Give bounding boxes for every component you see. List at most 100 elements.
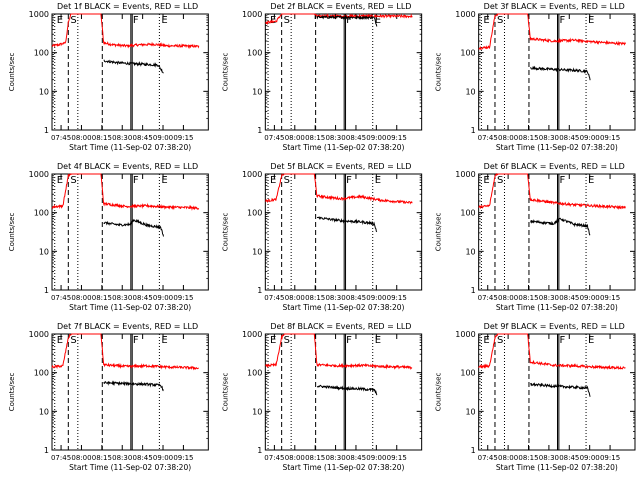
series-lld-line — [51, 13, 200, 49]
marker-label: F — [133, 15, 139, 26]
marker-label: F — [346, 175, 352, 186]
x-tick-label: 08:30 — [539, 294, 559, 302]
x-axis-label: Start Time (11-Sep-02 07:38:20) — [282, 463, 404, 472]
x-tick-label: 08:15 — [518, 454, 538, 462]
series-events-line — [530, 217, 591, 236]
y-axis-label: Counts/sec — [435, 213, 443, 252]
x-tick-label: 09:15 — [387, 294, 407, 302]
x-tick-label: 09:00 — [153, 134, 173, 142]
chart-panel-4: Det 4f BLACK = Events, RED = LLD 1 10 100 10… — [8, 162, 209, 312]
x-tick-label: 08:15 — [305, 134, 325, 142]
y-axis-label: Counts/sec — [435, 53, 443, 92]
marker-label: F — [133, 175, 139, 186]
y-tick-label: 100 — [34, 369, 49, 378]
series-lld-line — [51, 333, 199, 371]
marker-label: E — [57, 175, 63, 186]
marker-label: E — [483, 175, 489, 186]
series-lld-line — [478, 172, 626, 211]
chart-panel-7: Det 7f BLACK = Events, RED = LLD 1 10 100 10… — [8, 322, 209, 472]
marker-label: S — [284, 175, 290, 186]
x-tick-label: 08:45 — [559, 454, 579, 462]
x-axis-label: Start Time (11-Sep-02 07:38:20) — [282, 143, 404, 152]
marker-label: S — [284, 15, 290, 26]
x-tick-label: 08:00 — [285, 454, 305, 462]
y-tick-label: 1 — [471, 126, 476, 135]
x-tick-label: 08:15 — [92, 454, 112, 462]
y-tick-label: 10 — [252, 247, 262, 256]
y-tick-label: 1000 — [455, 10, 475, 19]
y-tick-label: 1000 — [242, 170, 262, 179]
marker-label: S — [70, 15, 76, 26]
x-tick-label: 07:45 — [264, 294, 284, 302]
x-tick-label: 08:30 — [539, 454, 559, 462]
y-tick-label: 1 — [257, 446, 262, 455]
y-tick-label: 1000 — [455, 330, 475, 339]
x-tick-label: 08:00 — [285, 134, 305, 142]
y-axis-label: Counts/sec — [221, 213, 229, 252]
x-axis-label: Start Time (11-Sep-02 07:38:20) — [69, 143, 191, 152]
x-tick-label: 09:15 — [387, 454, 407, 462]
y-tick-label: 10 — [465, 407, 475, 416]
x-tick-label: 08:15 — [305, 294, 325, 302]
plot-frame — [51, 333, 209, 451]
x-axis-label: Start Time (11-Sep-02 07:38:20) — [496, 463, 618, 472]
x-tick-label: 07:45 — [264, 454, 284, 462]
x-tick-label: 09:00 — [580, 294, 600, 302]
plot-frame — [264, 13, 423, 131]
x-tick-label: 08:30 — [112, 454, 132, 462]
series-events-line — [316, 14, 378, 27]
y-axis-label: Counts/sec — [221, 373, 229, 412]
plot-frame — [264, 333, 423, 451]
marker-label: F — [346, 15, 352, 26]
plot-frame — [51, 173, 209, 291]
y-tick-label: 1000 — [455, 170, 475, 179]
y-tick-label: 100 — [460, 369, 475, 378]
chart-panel-1: Det 1f BLACK = Events, RED = LLD 1 10 100 10… — [8, 2, 209, 152]
series-lld-line — [265, 173, 413, 205]
y-tick-label: 100 — [460, 209, 475, 218]
x-tick-label: 07:45 — [478, 454, 498, 462]
y-tick-label: 10 — [39, 87, 49, 96]
x-axis-label: Start Time (11-Sep-02 07:38:20) — [496, 303, 618, 312]
marker-label: E — [483, 15, 489, 26]
marker-label: E — [161, 335, 167, 346]
marker-label: E — [483, 335, 489, 346]
y-tick-label: 10 — [252, 407, 262, 416]
y-tick-label: 100 — [34, 49, 49, 58]
x-tick-label: 09:15 — [173, 134, 193, 142]
x-tick-label: 07:45 — [478, 134, 498, 142]
x-tick-label: 07:45 — [264, 134, 284, 142]
x-tick-label: 08:30 — [112, 294, 132, 302]
series-lld-line — [478, 333, 626, 371]
x-tick-label: 09:00 — [153, 294, 173, 302]
marker-label: E — [588, 175, 594, 186]
x-tick-label: 08:15 — [92, 134, 112, 142]
x-tick-label: 07:45 — [478, 294, 498, 302]
chart-title: Det 2f BLACK = Events, RED = LLD — [270, 2, 411, 11]
y-tick-label: 1000 — [242, 10, 262, 19]
x-tick-label: 08:45 — [559, 134, 579, 142]
x-tick-label: 09:00 — [366, 454, 386, 462]
chart-panel-9: Det 9f BLACK = Events, RED = LLD 1 10 100 10… — [435, 322, 636, 472]
marker-label: E — [588, 335, 594, 346]
x-tick-label: 08:45 — [133, 134, 153, 142]
marker-label: E — [375, 15, 381, 26]
chart-panel-8: Det 8f BLACK = Events, RED = LLD 1 10 100 10… — [221, 322, 423, 472]
chart-title: Det 4f BLACK = Events, RED = LLD — [57, 162, 198, 171]
x-axis-label: Start Time (11-Sep-02 07:38:20) — [69, 303, 191, 312]
marker-label: S — [70, 335, 76, 346]
x-tick-label: 07:45 — [51, 134, 71, 142]
plot-frame — [478, 333, 636, 451]
x-tick-label: 08:45 — [133, 454, 153, 462]
x-tick-label: 08:45 — [133, 294, 153, 302]
marker-label: S — [70, 175, 76, 186]
series-lld-line — [264, 333, 413, 371]
x-tick-label: 09:00 — [580, 134, 600, 142]
y-tick-label: 1 — [257, 126, 262, 135]
marker-label: S — [497, 175, 503, 186]
x-axis-label: Start Time (11-Sep-02 07:38:20) — [496, 143, 618, 152]
x-axis-label: Start Time (11-Sep-02 07:38:20) — [282, 303, 404, 312]
y-tick-label: 100 — [247, 369, 262, 378]
chart-title: Det 7f BLACK = Events, RED = LLD — [57, 322, 198, 331]
